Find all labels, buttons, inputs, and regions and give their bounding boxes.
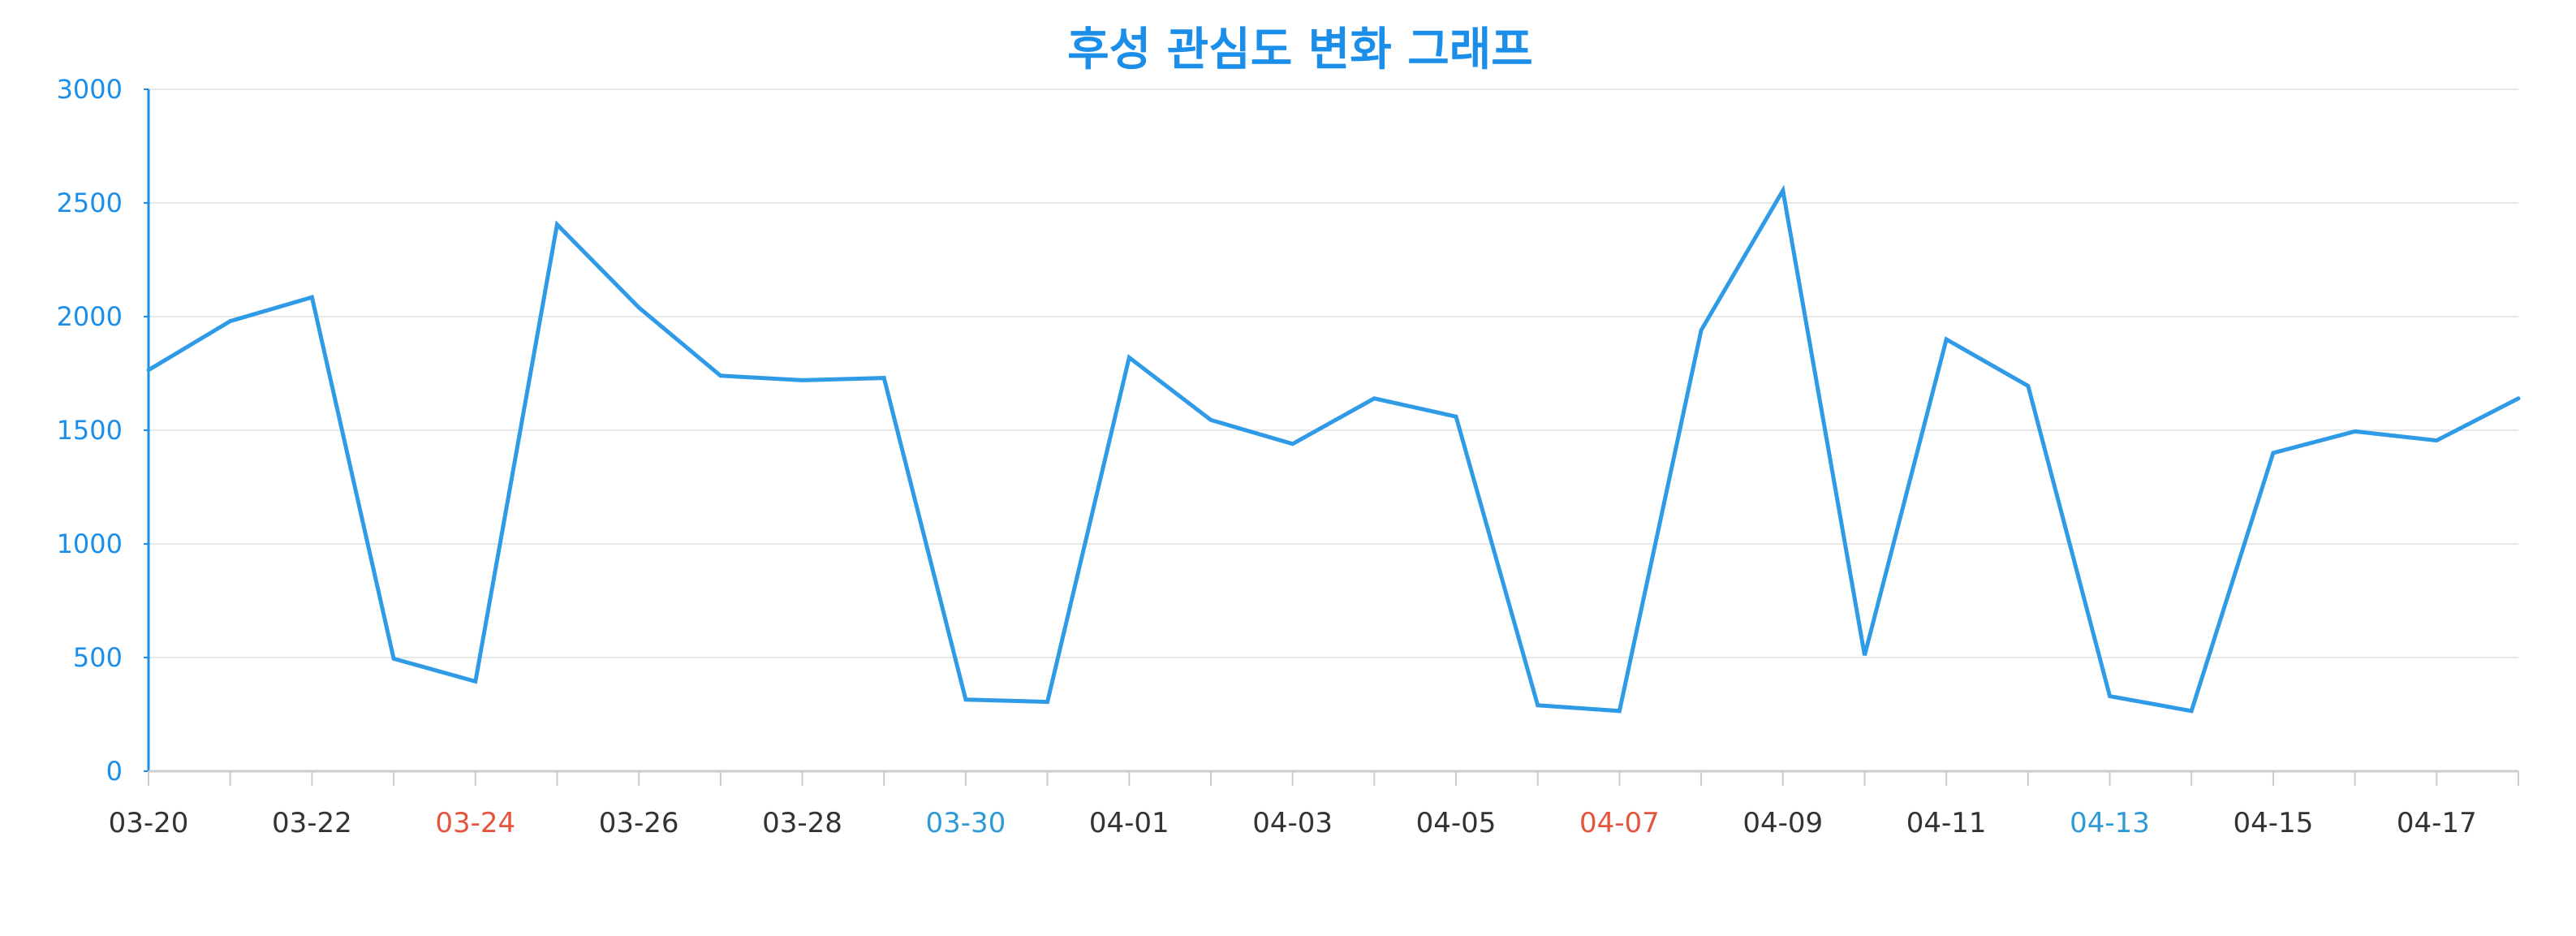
x-tick-label: 03-20	[109, 807, 189, 839]
series-line-0	[146, 184, 2521, 714]
x-tick-label: 04-07	[1579, 807, 1660, 839]
x-axis-ticks: 03-20 03-22 03-24 03-26 03-28 03-30 04-01 04-03…	[109, 771, 2519, 839]
x-tick-label: 03-22	[272, 807, 352, 839]
y-tick-label: 2000	[57, 301, 123, 332]
y-tick-label: 1000	[57, 528, 123, 559]
x-tick-label: 04-17	[2397, 807, 2477, 839]
x-tick-label: 04-09	[1742, 807, 1823, 839]
grid-lines	[149, 88, 2518, 658]
x-tick-label: 03-28	[762, 807, 842, 839]
x-tick-label: 04-15	[2234, 807, 2314, 839]
y-tick-label: 500	[73, 642, 123, 673]
x-tick-label: 04-03	[1252, 807, 1333, 839]
x-tick-label: 03-26	[599, 807, 679, 839]
y-axis-ticks: 0 500 1000 1500 2000 2500 3000	[57, 74, 149, 787]
y-tick-label: 1500	[57, 415, 123, 446]
x-tick-label: 04-13	[2070, 807, 2150, 839]
x-tick-label: 04-11	[1906, 807, 1987, 839]
x-tick-label: 04-05	[1416, 807, 1497, 839]
x-tick-label: 03-30	[925, 807, 1006, 839]
y-tick-label: 2500	[57, 188, 123, 218]
y-tick-label: 3000	[57, 74, 123, 105]
chart-title: 후성 관심도 변화 그래프	[1067, 24, 1533, 76]
x-tick-label: 04-01	[1089, 807, 1170, 839]
series-lines	[146, 184, 2521, 714]
x-tick-label: 03-24	[435, 807, 515, 839]
y-tick-label: 0	[106, 756, 123, 787]
